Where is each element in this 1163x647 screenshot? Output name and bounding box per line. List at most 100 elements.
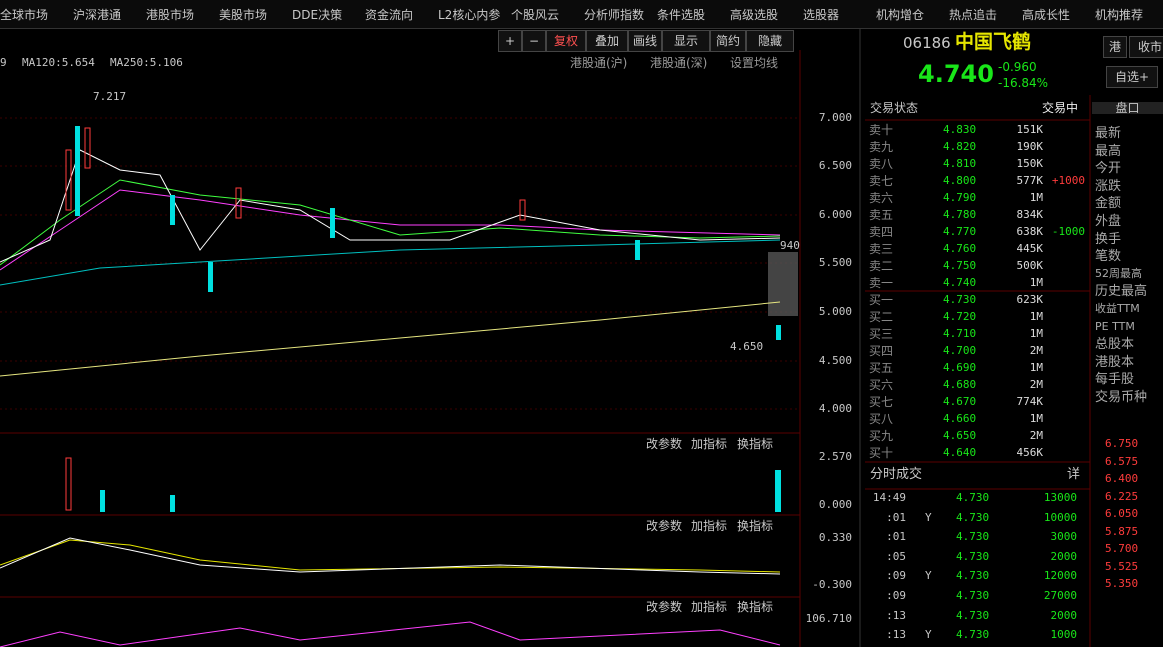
high-annotation: 7.217 <box>93 90 127 103</box>
add-watchlist[interactable]: 自选+ <box>1106 66 1158 88</box>
side-axis-label: 6.225 <box>1105 489 1139 503</box>
order-label: 卖四 <box>869 225 894 239</box>
menu-item[interactable]: 热点追击 <box>949 8 998 22</box>
side-tab[interactable]: 盘口 <box>1092 102 1163 114</box>
menu-item[interactable]: 条件选股 <box>657 8 706 22</box>
trade-volume: 2000 <box>1050 608 1078 622</box>
toolbar-button[interactable]: + <box>498 30 522 52</box>
toolbar-button[interactable]: 叠加 <box>586 30 628 52</box>
order-volume: 1M <box>1029 276 1043 289</box>
side-label: 历史最高 <box>1095 284 1148 300</box>
toolbar-button[interactable]: − <box>522 30 546 52</box>
trade-volume: 2000 <box>1050 549 1078 563</box>
side-axis-label: 5.525 <box>1105 559 1139 573</box>
order-price: 4.640 <box>943 446 977 459</box>
price-axis-label: 5.500 <box>818 256 852 269</box>
menu-item[interactable]: L2核心内参 <box>438 8 501 22</box>
order-label: 买二 <box>869 310 894 324</box>
order-volume: 1M <box>1029 412 1043 425</box>
order-volume: 150K <box>1016 157 1044 170</box>
trade-time: :13 <box>886 608 906 622</box>
trade-time: :05 <box>886 549 906 563</box>
panel-button[interactable]: 加指标 <box>691 437 728 451</box>
trades-detail[interactable]: 详 <box>1067 467 1081 482</box>
menu-item[interactable]: 分析师指数 <box>584 8 645 22</box>
order-label: 卖一 <box>869 276 894 290</box>
order-price: 4.770 <box>943 225 977 238</box>
menu-item[interactable]: 机构增仓 <box>876 8 925 22</box>
toolbar-button[interactable]: 画线 <box>628 30 662 52</box>
trade-time: :13 <box>886 628 906 642</box>
chart-tab[interactable]: 港股通(深) <box>650 56 708 70</box>
order-volume: 638K <box>1016 225 1044 238</box>
order-volume: 151K <box>1016 123 1044 136</box>
status-value: 交易中 <box>1042 101 1079 115</box>
order-label: 买九 <box>869 429 894 443</box>
menu-item[interactable]: 高成长性 <box>1022 8 1071 22</box>
price-change: -0.960 <box>998 60 1037 74</box>
toolbar-button[interactable]: 简约 <box>710 30 746 52</box>
ma-label: 9 <box>0 56 7 69</box>
price-axis-label: 6.500 <box>818 159 852 172</box>
menu-item[interactable]: 港股市场 <box>146 8 195 22</box>
trade-time: :01 <box>886 530 906 544</box>
menu-item[interactable]: DDE决策 <box>292 8 343 22</box>
panel-button[interactable]: 加指标 <box>691 519 728 533</box>
trades-title: 分时成交 <box>870 467 923 482</box>
menu-item[interactable]: 机构推荐 <box>1095 8 1144 22</box>
side-label: 最高 <box>1095 143 1122 159</box>
order-price: 4.830 <box>943 123 977 136</box>
menu-item[interactable]: 选股器 <box>803 8 840 22</box>
order-price: 4.740 <box>943 276 977 289</box>
menu-item[interactable]: 高级选股 <box>730 8 779 22</box>
trade-price: 4.730 <box>956 589 990 602</box>
order-volume: 1M <box>1029 361 1043 374</box>
order-label: 买四 <box>869 344 894 358</box>
order-label: 卖七 <box>869 174 894 188</box>
panel-button[interactable]: 改参数 <box>646 437 683 451</box>
panel-button[interactable]: 换指标 <box>737 600 774 614</box>
panel-button[interactable]: 改参数 <box>646 600 683 614</box>
order-label: 卖十 <box>869 123 894 137</box>
order-label: 买七 <box>869 395 894 409</box>
order-label: 卖二 <box>869 259 894 273</box>
toolbar-button[interactable]: 复权 <box>546 30 586 52</box>
order-price: 4.760 <box>943 242 977 255</box>
menu-item[interactable]: 沪深港通 <box>73 8 122 22</box>
order-price: 4.720 <box>943 310 977 323</box>
trade-price: 4.730 <box>956 530 990 544</box>
chart-tab[interactable]: 设置均线 <box>730 56 779 70</box>
order-volume: 2M <box>1029 344 1043 357</box>
toolbar-button[interactable]: 隐藏 <box>746 30 794 52</box>
menu-item[interactable]: 个股风云 <box>511 8 560 22</box>
menu-item[interactable]: 美股市场 <box>219 8 268 22</box>
order-volume: 500K <box>1016 259 1044 272</box>
trade-time: :01 <box>886 510 906 524</box>
volume-axis-label: 2.570 <box>818 450 852 463</box>
close-tab[interactable]: 收市 <box>1129 36 1163 58</box>
market-button[interactable]: 港 <box>1103 36 1127 58</box>
menu-item[interactable]: 全球市场 <box>0 8 49 22</box>
order-label: 买一 <box>869 293 894 307</box>
side-label: 港股本 <box>1095 354 1135 370</box>
order-volume: 577K <box>1016 174 1044 187</box>
trade-flag: Y <box>925 510 932 524</box>
trade-flag: Y <box>925 569 932 583</box>
trade-volume: 13000 <box>1043 491 1077 504</box>
trade-time: :09 <box>886 569 906 583</box>
chart-tab[interactable]: 港股通(沪) <box>570 56 628 70</box>
price-axis-label: 4.500 <box>818 354 852 367</box>
panel-button[interactable]: 加指标 <box>691 600 728 614</box>
toolbar-button[interactable]: 显示 <box>662 30 710 52</box>
side-label: 收益TTM <box>1095 302 1140 315</box>
side-label: 笔数 <box>1095 249 1122 265</box>
order-volume: 623K <box>1016 293 1044 306</box>
order-volume: 774K <box>1016 395 1044 408</box>
menu-item[interactable]: 资金流向 <box>365 8 414 22</box>
panel-button[interactable]: 换指标 <box>737 519 774 533</box>
order-price: 4.690 <box>943 361 977 374</box>
panel-button[interactable]: 换指标 <box>737 437 774 451</box>
side-axis-label: 6.575 <box>1105 454 1139 468</box>
panel-button[interactable]: 改参数 <box>646 519 683 533</box>
side-label: 最新 <box>1095 126 1122 141</box>
